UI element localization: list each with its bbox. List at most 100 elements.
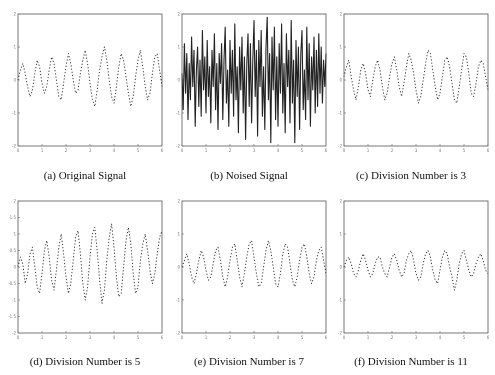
y-tick-label: -1 bbox=[338, 111, 342, 116]
chart-b: 0 1 2 3 4 5 6 -2 -1 0 1 2 bbox=[176, 12, 328, 154]
y-tick-label: 0 bbox=[339, 265, 342, 270]
y-tick-label: 1 bbox=[177, 45, 180, 50]
y-tick-label: 0 bbox=[177, 78, 180, 83]
x-tick-label: 5 bbox=[137, 335, 140, 340]
series-line-c bbox=[343, 49, 489, 104]
y-tick-label: -1 bbox=[12, 111, 16, 116]
y-tick-label: -1 bbox=[12, 298, 16, 303]
y-tick-label: 0 bbox=[339, 78, 342, 83]
panel-c: 0 1 2 3 4 5 6 -2 -1 0 1 2 (c) Division Number is 3 bbox=[328, 6, 494, 184]
chart-d: 0 1 2 3 4 5 6 -2 -1.5 -1 -0.5 0 0.5 1 1.5 2 bbox=[8, 199, 164, 341]
y-tick-label: -1 bbox=[176, 298, 180, 303]
x-tick-label: 3 bbox=[253, 335, 256, 340]
y-tick-label: -1.5 bbox=[8, 314, 16, 319]
caption-b: (b) Noised Signal bbox=[210, 170, 288, 182]
y-tick-label: 1 bbox=[339, 45, 342, 50]
x-tick-label: 1 bbox=[41, 148, 44, 153]
y-tick-label: 0 bbox=[13, 78, 16, 83]
x-tick-label: 5 bbox=[463, 335, 466, 340]
plot-frame bbox=[343, 200, 489, 334]
x-tick-label: 0 bbox=[181, 148, 184, 153]
caption-f: (f) Division Number is 11 bbox=[354, 356, 468, 368]
x-tick-label: 2 bbox=[229, 335, 232, 340]
chart-c: 0 1 2 3 4 5 6 -2 -1 0 1 2 bbox=[338, 12, 490, 154]
caption-e: (e) Division Number is 7 bbox=[194, 356, 304, 368]
y-tick-label: 2 bbox=[13, 199, 16, 204]
chart-e: 0 1 2 3 4 5 6 -2 -1 0 1 2 bbox=[176, 199, 328, 341]
x-tick-label: 2 bbox=[391, 148, 394, 153]
y-tick-label: -2 bbox=[12, 331, 16, 336]
y-tick-label: -2 bbox=[176, 144, 180, 149]
x-tick-label: 5 bbox=[301, 335, 304, 340]
x-tick-label: 2 bbox=[65, 335, 68, 340]
plot-frame bbox=[17, 200, 163, 334]
x-tick-label: 2 bbox=[391, 335, 394, 340]
y-tick-label: -0.5 bbox=[8, 281, 16, 286]
x-tick-label: 5 bbox=[301, 148, 304, 153]
y-tick-label: 1 bbox=[13, 232, 16, 237]
caption-c: (c) Division Number is 3 bbox=[356, 170, 466, 182]
y-tick-label: 0 bbox=[13, 265, 16, 270]
x-tick-label: 3 bbox=[415, 148, 418, 153]
series-line-e bbox=[181, 240, 327, 288]
x-tick-label: 1 bbox=[41, 335, 44, 340]
y-tick-label: 1 bbox=[177, 232, 180, 237]
y-tick-label: 2 bbox=[177, 12, 180, 17]
x-tick-label: 6 bbox=[487, 148, 490, 153]
plot-frame bbox=[181, 200, 327, 334]
x-tick-label: 5 bbox=[137, 148, 140, 153]
x-tick-label: 4 bbox=[113, 335, 116, 340]
caption-d: (d) Division Number is 5 bbox=[29, 356, 141, 368]
caption-a: (a) Original Signal bbox=[43, 170, 127, 182]
panel-d: 0 1 2 3 4 5 6 -2 -1.5 -1 -0.5 0 0.5 1 1.5 2 (d) Divisio… bbox=[2, 193, 168, 371]
x-tick-label: 3 bbox=[89, 335, 92, 340]
chart-f: 0 1 2 3 4 5 6 -2 -1 0 1 2 bbox=[338, 199, 490, 341]
x-tick-label: 0 bbox=[343, 148, 346, 153]
x-tick-label: 6 bbox=[161, 148, 164, 153]
plot-frame bbox=[343, 13, 489, 147]
x-tick-label: 4 bbox=[113, 148, 116, 153]
x-tick-label: 6 bbox=[161, 335, 164, 340]
x-tick-label: 6 bbox=[325, 148, 328, 153]
series-line-a bbox=[17, 46, 163, 107]
chart-a: 0 1 2 3 4 5 6 -2 -1 0 1 2 bbox=[12, 12, 164, 154]
y-tick-label: -2 bbox=[12, 144, 16, 149]
x-tick-label: 2 bbox=[65, 148, 68, 153]
y-tick-label: 2 bbox=[13, 12, 16, 17]
panel-a: 0 1 2 3 4 5 6 -2 -1 0 1 2 (a) Original Signal bbox=[2, 6, 168, 184]
y-tick-label: 1 bbox=[13, 45, 16, 50]
panel-f: 0 1 2 3 4 5 6 -2 -1 0 1 2 (f) Division Number is 11 bbox=[328, 193, 494, 371]
x-tick-label: 1 bbox=[205, 335, 208, 340]
y-tick-label: -2 bbox=[338, 331, 342, 336]
panel-b: 0 1 2 3 4 5 6 -2 -1 0 1 2 (b) Noised Signal bbox=[166, 6, 332, 184]
x-tick-label: 4 bbox=[277, 148, 280, 153]
x-tick-label: 1 bbox=[367, 335, 370, 340]
y-tick-label: -2 bbox=[338, 144, 342, 149]
y-tick-label: -2 bbox=[176, 331, 180, 336]
x-tick-label: 6 bbox=[325, 335, 328, 340]
y-tick-label: 1.5 bbox=[10, 215, 17, 220]
y-tick-label: 2 bbox=[177, 199, 180, 204]
y-tick-label: 0.5 bbox=[10, 248, 17, 253]
y-tick-label: 0 bbox=[177, 265, 180, 270]
x-tick-label: 1 bbox=[367, 148, 370, 153]
series-line-b bbox=[181, 16, 327, 144]
series-line-d bbox=[17, 223, 163, 304]
x-tick-label: 3 bbox=[253, 148, 256, 153]
y-tick-label: -1 bbox=[176, 111, 180, 116]
y-tick-label: 2 bbox=[339, 12, 342, 17]
x-tick-label: 0 bbox=[17, 335, 20, 340]
x-tick-label: 6 bbox=[487, 335, 490, 340]
x-tick-label: 3 bbox=[89, 148, 92, 153]
x-tick-label: 0 bbox=[181, 335, 184, 340]
y-tick-label: -1 bbox=[338, 298, 342, 303]
x-tick-label: 4 bbox=[277, 335, 280, 340]
x-tick-label: 2 bbox=[229, 148, 232, 153]
y-tick-label: 1 bbox=[339, 232, 342, 237]
x-tick-label: 0 bbox=[17, 148, 20, 153]
series-line-f bbox=[343, 250, 489, 291]
x-tick-label: 0 bbox=[343, 335, 346, 340]
x-tick-label: 4 bbox=[439, 148, 442, 153]
panel-e: 0 1 2 3 4 5 6 -2 -1 0 1 2 (e) Division Number is 7 bbox=[166, 193, 332, 371]
y-tick-label: 2 bbox=[339, 199, 342, 204]
